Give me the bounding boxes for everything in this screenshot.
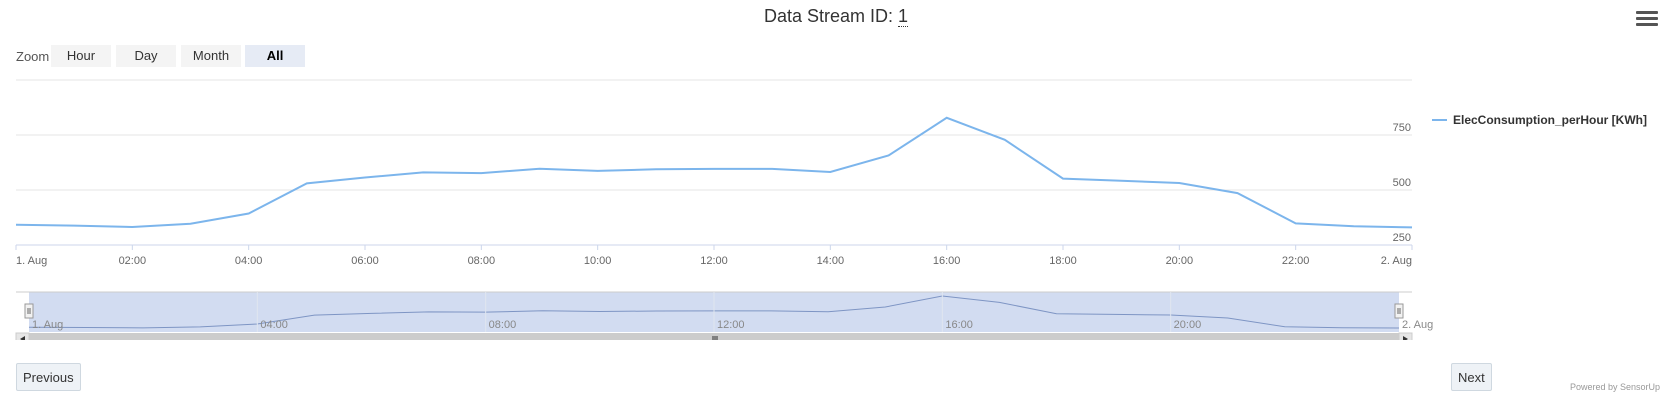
navigator-tick-label: 20:00 — [1174, 319, 1202, 331]
navigator-tick-label: 16:00 — [945, 319, 973, 331]
legend-label[interactable]: ElecConsumption_perHour [KWh] — [1453, 113, 1647, 127]
zoom-month-button[interactable]: Month — [181, 45, 241, 67]
navigator-tick-label: 1. Aug — [32, 319, 63, 331]
data-stream-id[interactable]: 1 — [898, 6, 909, 27]
powered-by-credit: Powered by SensorUp — [1569, 382, 1660, 392]
navigator-left-handle[interactable] — [24, 303, 34, 319]
previous-button[interactable]: Previous — [16, 363, 81, 391]
x-tick-label: 12:00 — [700, 255, 728, 267]
grid-lines — [16, 79, 1412, 246]
legend[interactable]: ElecConsumption_perHour [KWh] — [1432, 113, 1647, 127]
x-tick-label: 02:00 — [119, 255, 147, 267]
navigator-tick-label: 04:00 — [260, 319, 288, 331]
y-tick-label: 250 — [1393, 232, 1411, 244]
scrollbar-thumb[interactable] — [29, 333, 1399, 340]
y-tick-label: 500 — [1393, 177, 1411, 189]
y-tick-label: 750 — [1393, 122, 1411, 134]
x-tick-label: 16:00 — [933, 255, 961, 267]
chart-title-prefix: Data Stream ID: — [763, 6, 899, 26]
x-tick-label: 2. Aug — [1381, 255, 1412, 267]
x-tick-label: 08:00 — [468, 255, 496, 267]
arrow-left-icon — [20, 336, 25, 340]
x-tick-label: 18:00 — [1049, 255, 1077, 267]
navigator-tick-label: 12:00 — [717, 319, 745, 331]
x-tick-label: 1. Aug — [16, 255, 47, 267]
y-axis-ticks: 250 500 750 — [1393, 122, 1411, 244]
x-tick-label: 04:00 — [235, 255, 263, 267]
next-button[interactable]: Next — [1451, 363, 1492, 391]
line-chart: 250 500 750 1. Aug 02:00 04:00 06:00 08:00 10:0… — [15, 79, 1647, 340]
navigator[interactable]: 1. Aug 04:00 08:00 12:00 16:00 20:00 2. Aug — [15, 291, 1433, 340]
scrollbar-right-button[interactable] — [1398, 332, 1413, 340]
zoom-hour-button[interactable]: Hour — [51, 45, 111, 67]
x-tick-label: 10:00 — [584, 255, 612, 267]
hamburger-menu-icon[interactable] — [1636, 8, 1658, 30]
x-tick-label: 06:00 — [351, 255, 379, 267]
zoom-label: Zoom — [16, 49, 50, 64]
arrow-right-icon — [1403, 336, 1408, 340]
navigator-right-handle[interactable] — [1394, 303, 1404, 319]
navigator-tick-label: 08:00 — [489, 319, 517, 331]
zoom-day-button[interactable]: Day — [116, 45, 176, 67]
zoom-all-button[interactable]: All — [245, 45, 305, 67]
chart-title: Data Stream ID: 1 — [0, 6, 1672, 27]
x-tick-label: 22:00 — [1282, 255, 1310, 267]
x-tick-label: 14:00 — [817, 255, 845, 267]
scrollbar-left-button[interactable] — [15, 332, 30, 340]
x-axis-ticks: 1. Aug 02:00 04:00 06:00 08:00 10:00 12:00 14:0… — [15, 245, 1413, 267]
series-line-elec-consumption[interactable] — [15, 116, 1413, 229]
x-tick-label: 20:00 — [1166, 255, 1194, 267]
navigator-tick-label: 2. Aug — [1402, 319, 1433, 331]
